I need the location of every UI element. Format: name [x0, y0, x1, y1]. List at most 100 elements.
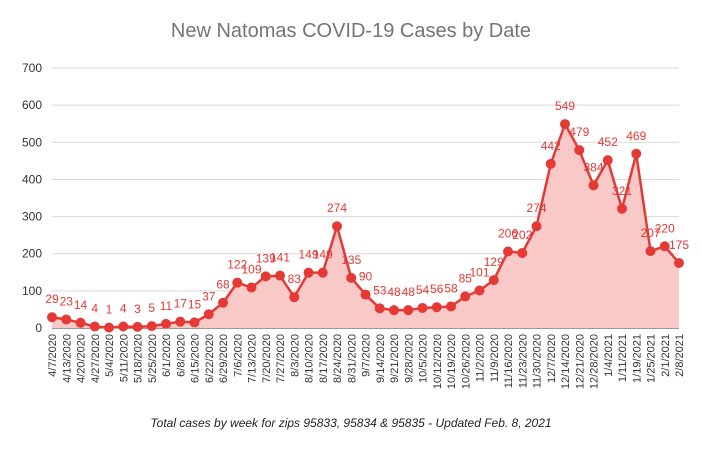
- y-tick-label: 100: [22, 284, 42, 298]
- x-tick-label: 11/23/2020: [517, 334, 529, 388]
- data-label: 14: [74, 298, 88, 312]
- x-tick-label: 5/25/2020: [147, 334, 159, 383]
- data-point: [218, 297, 228, 308]
- y-tick-label: 400: [22, 172, 42, 186]
- data-point: [232, 277, 243, 288]
- x-tick-label: 6/8/2020: [175, 334, 187, 377]
- data-point: [346, 272, 357, 283]
- x-tick-label: 4/27/2020: [90, 334, 102, 383]
- data-label: 1: [106, 303, 113, 317]
- x-tick-label: 12/21/2020: [574, 334, 586, 389]
- data-point: [431, 302, 442, 313]
- data-label: 83: [288, 272, 302, 286]
- x-tick-label: 8/17/2020: [318, 334, 330, 383]
- x-tick-label: 12/14/2020: [560, 334, 572, 389]
- y-tick-label: 0: [35, 321, 42, 335]
- data-point: [588, 180, 599, 191]
- data-point: [75, 317, 86, 328]
- data-point: [488, 275, 499, 286]
- data-point: [674, 258, 684, 268]
- data-label: 442: [541, 139, 561, 153]
- data-point: [104, 322, 114, 333]
- x-tick-label: 4/20/2020: [76, 334, 88, 383]
- data-label: 56: [430, 282, 444, 296]
- x-tick-label: 7/20/2020: [261, 334, 273, 383]
- data-label: 149: [298, 248, 318, 262]
- x-tick-label: 9/28/2020: [403, 334, 415, 383]
- data-label: 479: [569, 125, 589, 139]
- data-label: 54: [416, 283, 430, 297]
- data-point: [118, 321, 129, 332]
- data-label: 135: [341, 253, 361, 267]
- x-tick-label: 2/8/2021: [674, 334, 686, 377]
- data-point: [203, 309, 214, 320]
- data-label: 175: [669, 238, 689, 252]
- data-label: 29: [45, 292, 59, 306]
- x-tick-label: 6/29/2020: [218, 334, 230, 383]
- data-point: [275, 270, 285, 281]
- data-point: [617, 203, 627, 214]
- x-tick-label: 4/7/2020: [47, 334, 59, 377]
- x-tick-label: 2/1/2021: [660, 334, 672, 377]
- data-point: [417, 302, 428, 313]
- data-point: [146, 321, 157, 332]
- data-label: 23: [60, 294, 74, 308]
- data-point: [389, 305, 399, 316]
- x-tick-label: 5/18/2020: [133, 334, 145, 383]
- x-tick-label: 7/6/2020: [232, 334, 244, 377]
- x-tick-label: 9/21/2020: [389, 334, 401, 383]
- x-tick-label: 9/14/2020: [375, 334, 387, 383]
- data-point: [374, 303, 385, 314]
- data-label: 321: [612, 184, 632, 198]
- data-label: 384: [583, 160, 603, 174]
- data-label: 202: [512, 228, 532, 242]
- data-point: [403, 305, 414, 316]
- x-tick-label: 11/30/2020: [532, 334, 544, 388]
- data-point: [132, 321, 143, 332]
- data-label: 4: [120, 302, 127, 316]
- data-label: 15: [188, 297, 202, 311]
- x-tick-label: 7/27/2020: [275, 334, 287, 383]
- data-point: [317, 267, 328, 278]
- data-point: [161, 318, 171, 329]
- data-label: 274: [526, 201, 546, 215]
- data-label: 37: [202, 289, 216, 303]
- x-tick-label: 12/28/2020: [589, 334, 601, 389]
- data-point: [61, 314, 72, 325]
- x-tick-label: 6/15/2020: [190, 334, 202, 383]
- data-label: 141: [270, 251, 290, 265]
- y-tick-label: 700: [22, 61, 42, 75]
- y-tick-label: 600: [22, 98, 42, 112]
- data-point: [446, 301, 456, 312]
- data-label: 452: [598, 135, 618, 149]
- y-tick-label: 300: [22, 210, 42, 224]
- data-label: 139: [256, 251, 276, 265]
- x-tick-label: 1/4/2021: [603, 334, 615, 377]
- data-label: 149: [313, 248, 333, 262]
- data-label: 85: [459, 271, 473, 285]
- data-label: 207: [640, 226, 660, 240]
- x-tick-label: 4/13/2020: [61, 334, 73, 383]
- data-point: [560, 119, 570, 130]
- data-point: [517, 247, 528, 258]
- x-tick-label: 10/5/2020: [418, 334, 430, 383]
- x-tick-label: 12/7/2020: [546, 334, 558, 383]
- data-point: [89, 321, 100, 332]
- data-point: [175, 316, 186, 327]
- chart-footnote: Total cases by week for zips 95833, 9583…: [150, 416, 552, 430]
- data-label: 58: [444, 281, 458, 295]
- x-tick-label: 8/31/2020: [346, 334, 358, 383]
- data-point: [189, 317, 200, 328]
- data-point: [602, 155, 613, 166]
- x-tick-label: 1/25/2021: [646, 334, 658, 383]
- data-label: 109: [241, 263, 261, 277]
- data-label: 11: [160, 299, 173, 313]
- data-label: 4: [91, 302, 98, 316]
- data-point: [332, 221, 342, 232]
- x-tick-label: 1/11/2021: [617, 334, 629, 382]
- y-tick-label: 500: [22, 135, 42, 149]
- chart-title: New Natomas COVID-19 Cases by Date: [170, 20, 532, 42]
- data-point: [460, 291, 471, 302]
- data-label: 68: [216, 278, 230, 292]
- data-label: 101: [469, 265, 489, 279]
